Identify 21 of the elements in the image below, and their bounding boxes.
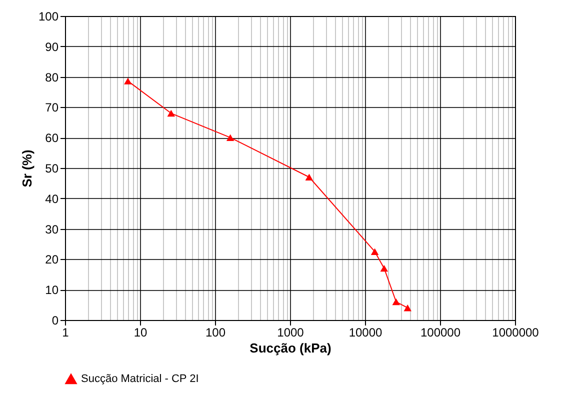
- x-tick-label: 1: [62, 326, 70, 340]
- y-tick-label: 20: [45, 252, 59, 267]
- y-tick-label: 50: [45, 162, 59, 176]
- x-tick-label: 1000000: [492, 326, 540, 340]
- y-tick-label: 90: [45, 40, 59, 54]
- y-tick-label: 10: [45, 283, 59, 298]
- legend-label: Sucção Matricial - CP 2I: [81, 373, 199, 385]
- y-tick-label: 100: [38, 10, 59, 24]
- y-tick-label: 40: [45, 192, 59, 206]
- y-axis-title: Sr (%): [19, 150, 34, 188]
- x-tick-label: 1000: [277, 326, 304, 340]
- y-tick-label: 80: [45, 70, 59, 84]
- x-tick-label: 100: [205, 326, 226, 340]
- x-axis-title: Sucção (kPa): [250, 340, 332, 356]
- x-tick-label: 10: [134, 326, 148, 340]
- y-tick-label: 30: [45, 222, 59, 236]
- y-tick-label: 0: [52, 314, 59, 328]
- x-tick-label: 100000: [420, 326, 461, 340]
- y-tick-label: 70: [45, 100, 59, 115]
- x-tick-label: 10000: [348, 326, 383, 340]
- y-tick-label: 60: [45, 131, 59, 146]
